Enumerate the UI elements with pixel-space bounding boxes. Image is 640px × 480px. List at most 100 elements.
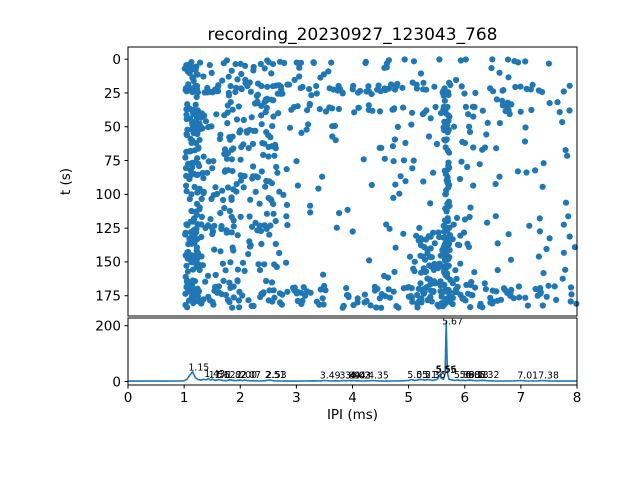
scatter-point — [453, 76, 460, 84]
scatter-point — [445, 112, 452, 119]
x-tick-label: 7 — [517, 390, 526, 406]
scatter-point — [320, 271, 327, 278]
scatter-point — [410, 157, 417, 164]
scatter-point — [204, 89, 211, 96]
scatter-point — [308, 92, 315, 99]
scatter-point — [365, 106, 372, 113]
scatter-point — [230, 247, 237, 254]
scatter-point — [221, 112, 228, 119]
scatter-point — [382, 87, 389, 94]
peak-annotation: 5.88 — [454, 370, 475, 381]
scatter-point — [219, 260, 226, 267]
scatter-point — [456, 242, 463, 249]
scatter-point — [428, 298, 435, 305]
scatter-point — [237, 156, 244, 163]
x-tick-label: 3 — [292, 390, 301, 406]
scatter-point — [536, 215, 543, 222]
scatter-point — [406, 253, 414, 260]
scatter-point — [233, 188, 240, 195]
line-panel-border — [127, 317, 578, 386]
peak-annotation: 4.35 — [368, 370, 389, 381]
scatter-point — [440, 105, 448, 112]
scatter-point — [445, 198, 452, 205]
scatter-point — [366, 257, 373, 264]
scatter-point — [427, 200, 434, 207]
scatter-point — [222, 291, 229, 299]
scatter-point — [313, 83, 320, 90]
scatter-point — [522, 124, 529, 131]
scatter-point — [411, 258, 418, 265]
scatter-point — [458, 83, 465, 90]
scatter-point — [260, 151, 267, 158]
scatter-point — [250, 63, 257, 71]
scatter-point — [451, 289, 458, 296]
scatter-point — [262, 183, 269, 190]
scatter-point — [467, 304, 474, 311]
scatter-point — [335, 105, 342, 113]
scatter-point — [414, 304, 421, 311]
scatter-point — [430, 266, 437, 273]
scatter-point — [511, 58, 518, 65]
scatter-point — [365, 102, 372, 109]
scatter-point — [431, 278, 438, 285]
peak-annotation: 6.13 — [468, 370, 489, 381]
scatter-point — [443, 206, 450, 213]
scatter-point — [441, 167, 448, 174]
scatter-point — [317, 74, 324, 81]
scatter-point — [376, 295, 383, 302]
scatter-point — [258, 168, 265, 175]
scatter-point — [258, 102, 265, 109]
scatter-point — [182, 154, 189, 161]
scatter-point — [266, 287, 273, 294]
scatter-point — [492, 180, 499, 188]
scatter-point — [250, 173, 257, 180]
scatter-point — [445, 117, 452, 124]
scatter-point — [234, 232, 241, 239]
scatter-point — [209, 299, 216, 306]
scatter-point — [397, 173, 404, 180]
scatter-point — [462, 297, 469, 304]
scatter-point — [355, 104, 362, 111]
x-tick-label: 5 — [404, 390, 413, 406]
scatter-point — [319, 295, 326, 302]
scatter-point — [198, 213, 205, 220]
scatter-point — [463, 281, 470, 289]
scatter-point — [245, 145, 252, 152]
scatter-point — [534, 292, 541, 299]
scatter-point — [247, 196, 254, 203]
scatter-point — [200, 175, 207, 182]
scatter-point — [183, 106, 191, 113]
scatter-point — [183, 182, 190, 189]
x-tick-label: 4 — [348, 390, 357, 406]
scatter-point — [349, 228, 356, 235]
scatter-point — [266, 178, 273, 185]
scatter-point — [421, 243, 428, 251]
scatter-point — [233, 116, 241, 123]
scatter-point — [494, 240, 501, 247]
scatter-point — [362, 58, 369, 65]
scatter-point — [266, 231, 273, 238]
scatter-point — [225, 184, 232, 191]
scatter-point — [207, 216, 214, 223]
scatter-point — [373, 304, 380, 311]
scatter-point — [202, 278, 209, 285]
scatter-point — [264, 57, 271, 64]
scatter-point — [535, 87, 543, 94]
scatter-point — [336, 210, 343, 217]
scatter-point — [220, 277, 227, 284]
scatter-point — [197, 59, 204, 66]
scatter-point — [186, 196, 193, 203]
scatter-point — [192, 159, 199, 166]
scatter-point — [276, 188, 283, 195]
scatter-point — [453, 275, 460, 282]
scatter-point — [261, 261, 268, 268]
scatter-point — [222, 167, 229, 174]
scatter-point — [305, 121, 312, 128]
scatter-point — [329, 105, 336, 112]
scatter-point — [225, 92, 233, 99]
peak-annotation: 4.02 — [350, 370, 371, 381]
scatter-point — [496, 120, 503, 127]
scatter-point — [466, 123, 473, 130]
scatter-point — [521, 138, 529, 145]
scatter-point — [394, 80, 401, 87]
